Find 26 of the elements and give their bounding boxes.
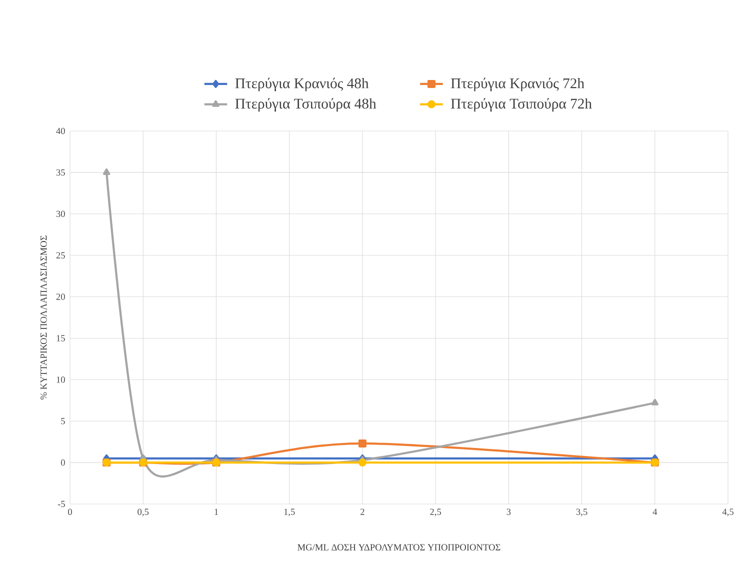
legend-label: Πτερύγια Τσιπούρα 72h <box>450 98 592 112</box>
x-tick-label: 0,5 <box>138 508 149 516</box>
x-tick-label: 3,5 <box>576 508 588 516</box>
x-tick-label: 2 <box>360 508 364 515</box>
x-tick-label: 4 <box>652 508 658 515</box>
y-tick-label: 35 <box>56 169 65 176</box>
y-tick-label: 25 <box>56 252 65 258</box>
y-tick-label: 20 <box>56 294 65 300</box>
x-tick-label: 3 <box>506 508 511 515</box>
y-tick-label: 40 <box>56 128 65 134</box>
y-tick-label: 5 <box>61 418 65 424</box>
y-tick-label: 10 <box>56 376 65 383</box>
x-axis-title: MG/ML ΔΟΣΗ ΥΔΡΟΛΥΜΑΤΟΣ ΥΠΟΠΡΟΙΟΝΤΟΣ <box>298 544 500 550</box>
y-tick-label: 15 <box>56 335 65 342</box>
x-tick-label: 2,5 <box>430 508 442 516</box>
x-tick-label: 0 <box>68 508 72 515</box>
y-tick-label: 30 <box>56 210 65 218</box>
x-tick-label: 1 <box>214 508 218 515</box>
y-axis-title: % ΚΥΤΤΑΡΙΚΟΣ ΠΟΛΛΑΠΛΑΣΙΑΣΜΟΣ <box>40 236 47 400</box>
legend-label: Πτερύγια Κρανιός 48h <box>235 78 369 92</box>
y-tick-label: -5 <box>58 500 65 508</box>
y-tick-label: 0 <box>60 459 65 466</box>
x-tick-label: 1,5 <box>284 508 295 516</box>
legend-label: Πτερύγια Τσιπούρα 48h <box>235 98 376 112</box>
x-tick-label: 4,5 <box>722 508 734 516</box>
legend-label: Πτερύγια Κρανιός 72h <box>450 78 584 92</box>
